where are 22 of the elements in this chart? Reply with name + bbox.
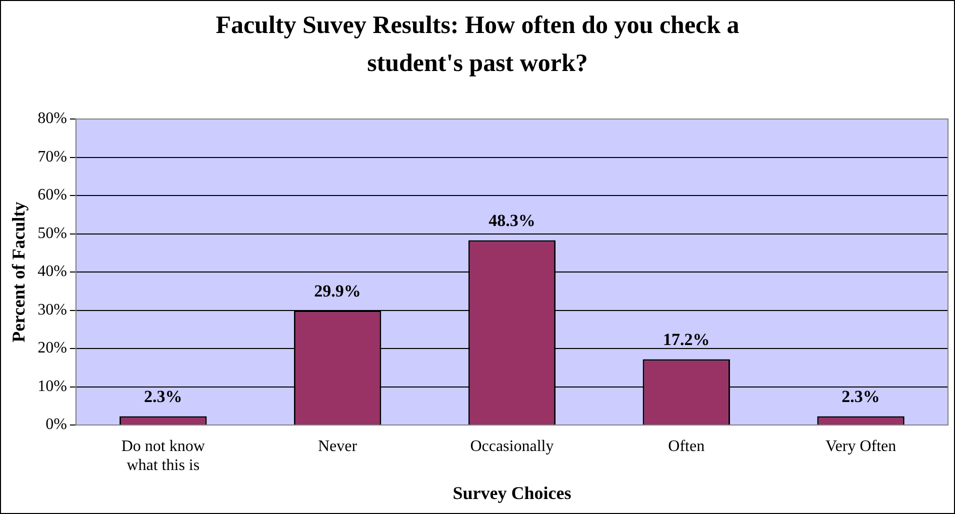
x-tick-label: Often <box>668 438 705 455</box>
x-tick-label: Very Often <box>825 438 896 455</box>
data-label: 17.2% <box>663 330 710 350</box>
y-tick-label: 30% <box>38 301 67 318</box>
y-tick-label: 70% <box>38 148 67 166</box>
y-tick-label: 10% <box>38 378 67 395</box>
y-tick-label: 80% <box>38 110 67 128</box>
data-label: 29.9% <box>314 282 361 301</box>
data-label: 48.3% <box>488 211 536 230</box>
x-tick-label: Never <box>318 438 358 455</box>
y-tick-label: 0% <box>46 416 67 434</box>
y-tick-label: 50% <box>38 224 67 242</box>
x-tick-label: Do not know what this is <box>121 438 206 474</box>
chart-title: Faculty Suvey Results: How often do you check a student's past work? <box>214 11 740 79</box>
y-tick-label: 20% <box>38 340 67 357</box>
y-tick-label: 60% <box>38 186 67 204</box>
data-label: 2.3% <box>144 387 182 406</box>
x-axis-title: Survey Choices <box>452 482 572 503</box>
y-axis-title: Percent of Faculty <box>8 202 28 342</box>
x-tick-label: Occasionally <box>470 438 554 455</box>
data-label: 2.3% <box>842 387 880 406</box>
y-tick-label: 40% <box>38 263 67 280</box>
